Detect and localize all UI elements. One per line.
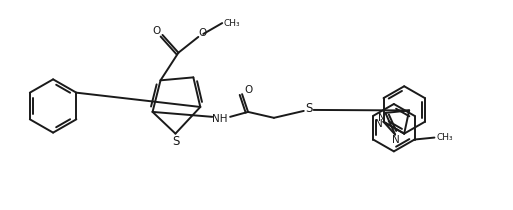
Text: S: S — [305, 102, 312, 116]
Text: S: S — [172, 135, 179, 148]
Text: N: N — [374, 119, 382, 129]
Text: O: O — [198, 28, 206, 38]
Text: NH: NH — [212, 114, 228, 124]
Text: CH₃: CH₃ — [224, 19, 241, 28]
Text: O: O — [152, 26, 161, 36]
Text: O: O — [244, 85, 252, 95]
Text: N: N — [378, 113, 385, 123]
Text: CH₃: CH₃ — [436, 133, 452, 142]
Text: N: N — [392, 135, 400, 146]
